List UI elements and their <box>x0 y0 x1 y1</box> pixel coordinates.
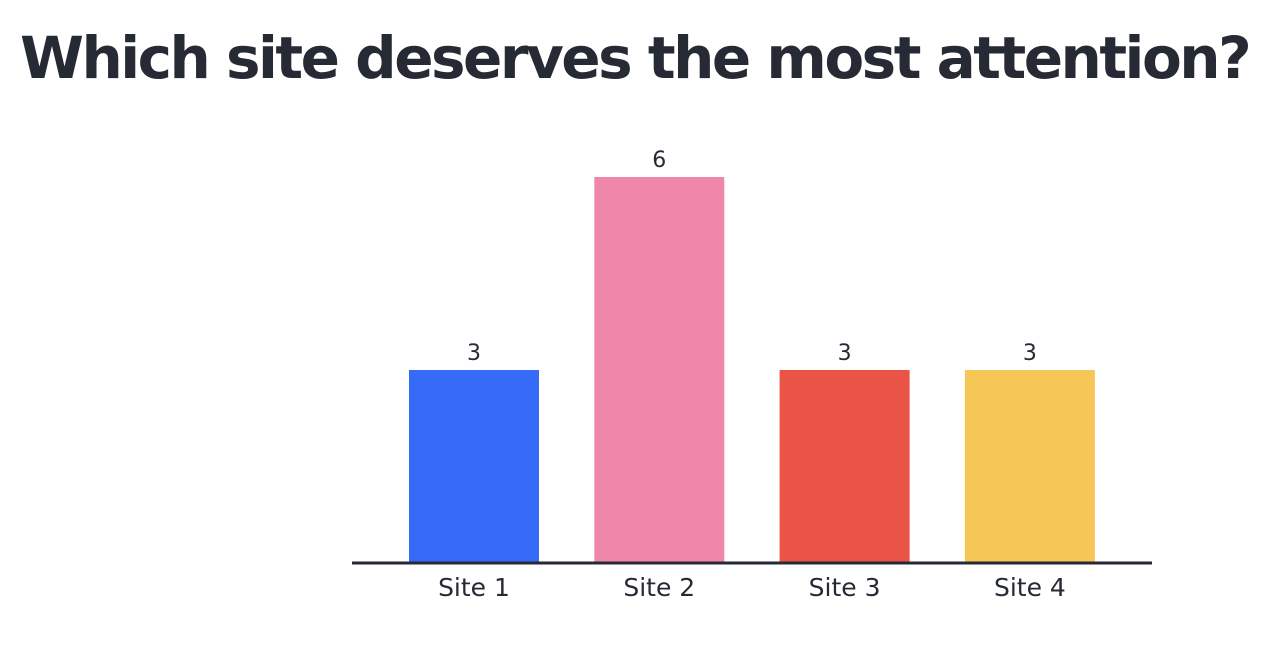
bar-site-1 <box>409 370 539 563</box>
category-label-site-2: Site 2 <box>623 573 695 602</box>
question-title: Which site deserves the most attention? <box>20 24 1252 92</box>
category-label-site-4: Site 4 <box>994 573 1066 602</box>
bar-site-4 <box>964 370 1095 563</box>
value-label-site-2: 6 <box>652 148 666 173</box>
bar-site-2 <box>594 177 725 563</box>
value-label-site-1: 3 <box>467 341 481 366</box>
value-label-group: 3 6 3 3 <box>467 148 1037 366</box>
bar-site-3 <box>779 370 910 563</box>
category-label-group: Site 1 Site 2 Site 3 Site 4 <box>438 573 1066 602</box>
value-label-site-4: 3 <box>1023 341 1037 366</box>
bar-group <box>409 177 1095 563</box>
value-label-site-3: 3 <box>838 341 852 366</box>
category-label-site-1: Site 1 <box>438 573 510 602</box>
category-label-site-3: Site 3 <box>809 573 881 602</box>
